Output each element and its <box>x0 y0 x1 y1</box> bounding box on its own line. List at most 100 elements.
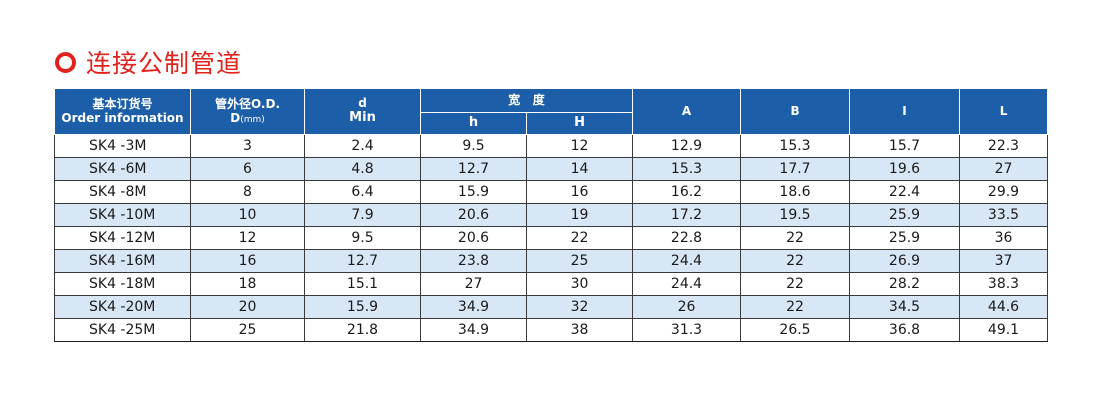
cell-order: SK4 -8M <box>54 180 191 204</box>
cell-H: 16 <box>525 180 634 204</box>
cell-a: 24.4 <box>632 272 742 296</box>
cell-l: 49.1 <box>959 318 1049 342</box>
header-h-lower: h <box>420 112 527 135</box>
cell-i: 28.2 <box>849 272 961 296</box>
cell-i: 25.9 <box>849 203 961 227</box>
cell-a: 17.2 <box>632 203 742 227</box>
cell-a: 15.3 <box>632 157 742 181</box>
header-od-unit: (mm) <box>240 114 265 125</box>
header-h-upper: H <box>525 112 634 135</box>
cell-od: 18 <box>190 272 305 296</box>
cell-i: 26.9 <box>849 249 961 273</box>
cell-order: SK4 -16M <box>54 249 191 273</box>
cell-h: 20.6 <box>420 203 527 227</box>
cell-d: 2.4 <box>304 134 421 158</box>
cell-i: 36.8 <box>849 318 961 342</box>
cell-d: 15.9 <box>304 295 421 319</box>
cell-b: 18.6 <box>740 180 851 204</box>
header-width-group: 宽 度 <box>419 88 634 113</box>
cell-l: 36 <box>959 226 1049 250</box>
cell-order: SK4 -6M <box>54 157 191 181</box>
cell-d: 4.8 <box>304 157 421 181</box>
cell-order: SK4 -25M <box>54 318 191 342</box>
cell-d: 15.1 <box>304 272 421 296</box>
cell-od: 25 <box>190 318 305 342</box>
header-order: 基本订货号 Order information <box>54 88 191 135</box>
header-order-cn: 基本订货号 <box>92 96 153 111</box>
cell-i: 22.4 <box>849 180 961 204</box>
cell-od: 6 <box>190 157 305 181</box>
cell-i: 25.9 <box>849 226 961 250</box>
cell-H: 14 <box>525 157 634 181</box>
cell-od: 20 <box>190 295 305 319</box>
cell-b: 22 <box>740 249 851 273</box>
header-a: A <box>632 88 742 135</box>
cell-i: 19.6 <box>849 157 961 181</box>
cell-a: 31.3 <box>632 318 742 342</box>
cell-l: 44.6 <box>959 295 1049 319</box>
cell-b: 26.5 <box>740 318 851 342</box>
cell-H: 30 <box>525 272 634 296</box>
cell-od: 3 <box>190 134 305 158</box>
cell-a: 26 <box>632 295 742 319</box>
header-l: L <box>959 88 1049 135</box>
cell-d: 6.4 <box>304 180 421 204</box>
cell-od: 8 <box>190 180 305 204</box>
cell-order: SK4 -18M <box>54 272 191 296</box>
cell-order: SK4 -20M <box>54 295 191 319</box>
cell-H: 12 <box>525 134 634 158</box>
header-order-en: Order information <box>61 110 184 125</box>
table-row: SK4 -25M 25 21.8 34.9 38 31.3 26.5 36.8 49.1 <box>54 318 1049 342</box>
cell-l: 29.9 <box>959 180 1049 204</box>
cell-h: 20.6 <box>420 226 527 250</box>
section-title: 连接公制管道 <box>55 44 242 80</box>
table-row: SK4 -3M 3 2.4 9.5 12 12.9 15.3 15.7 22.3 <box>54 134 1049 158</box>
cell-od: 12 <box>190 226 305 250</box>
cell-b: 22 <box>740 226 851 250</box>
circle-bullet-icon <box>55 51 76 73</box>
cell-a: 16.2 <box>632 180 742 204</box>
cell-l: 38.3 <box>959 272 1049 296</box>
table-row: SK4 -6M 6 4.8 12.7 14 15.3 17.7 19.6 27 <box>54 157 1049 181</box>
cell-a: 12.9 <box>632 134 742 158</box>
cell-b: 22 <box>740 295 851 319</box>
cell-od: 10 <box>190 203 305 227</box>
cell-order: SK4 -3M <box>54 134 191 158</box>
table-row: SK4 -18M 18 15.1 27 30 24.4 22 28.2 38.3 <box>54 272 1049 296</box>
cell-a: 24.4 <box>632 249 742 273</box>
table-body: SK4 -3M 3 2.4 9.5 12 12.9 15.3 15.7 22.3 SK4 -6M… <box>54 134 1049 342</box>
header-d-top: d <box>358 96 367 111</box>
cell-b: 17.7 <box>740 157 851 181</box>
header-od-cn: 管外径O.D. <box>214 96 281 111</box>
table-row: SK4 -12M 12 9.5 20.6 22 22.8 22 25.9 36 <box>54 226 1049 250</box>
header-d-bottom: Min <box>349 109 376 125</box>
cell-b: 22 <box>740 272 851 296</box>
cell-d: 12.7 <box>304 249 421 273</box>
table-row: SK4 -10M 10 7.9 20.6 19 17.2 19.5 25.9 33.5 <box>54 203 1049 227</box>
table-row: SK4 -20M 20 15.9 34.9 32 26 22 34.5 44.6 <box>54 295 1049 319</box>
cell-order: SK4 -10M <box>54 203 191 227</box>
cell-a: 22.8 <box>632 226 742 250</box>
cell-H: 32 <box>525 295 634 319</box>
spec-table: 基本订货号 Order information 管外径O.D. D(mm) d … <box>54 88 1049 342</box>
cell-l: 33.5 <box>959 203 1049 227</box>
cell-H: 25 <box>525 249 634 273</box>
cell-H: 38 <box>525 318 634 342</box>
cell-l: 37 <box>959 249 1049 273</box>
section-title-text: 连接公制管道 <box>86 49 243 78</box>
header-b: B <box>740 88 851 135</box>
cell-h: 9.5 <box>420 134 527 158</box>
cell-h: 23.8 <box>420 249 527 273</box>
header-i: I <box>849 88 961 135</box>
cell-b: 19.5 <box>740 203 851 227</box>
cell-h: 12.7 <box>420 157 527 181</box>
table-row: SK4 -16M 16 12.7 23.8 25 24.4 22 26.9 37 <box>54 249 1049 273</box>
cell-b: 15.3 <box>740 134 851 158</box>
cell-d: 7.9 <box>304 203 421 227</box>
header-od: 管外径O.D. D(mm) <box>190 88 305 135</box>
cell-h: 34.9 <box>420 318 527 342</box>
cell-d: 21.8 <box>304 318 421 342</box>
cell-l: 27 <box>959 157 1049 181</box>
cell-h: 34.9 <box>420 295 527 319</box>
cell-h: 27 <box>420 272 527 296</box>
